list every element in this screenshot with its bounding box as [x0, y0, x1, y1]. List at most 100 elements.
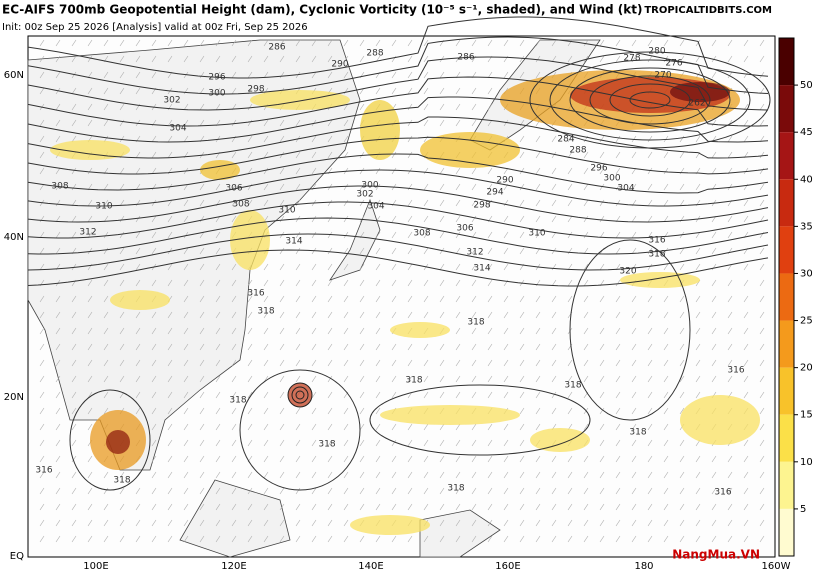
wind-barb — [295, 359, 301, 367]
wind-barb — [135, 311, 141, 319]
wind-barb — [183, 487, 189, 495]
wind-barb — [167, 135, 173, 143]
wind-barb — [695, 375, 701, 383]
wind-barb — [55, 167, 61, 175]
wind-barb — [71, 311, 77, 319]
wind-barb — [135, 391, 141, 399]
wind-barb — [583, 279, 589, 287]
wind-barb — [615, 455, 621, 463]
init-line: Init: 00z Sep 25 2026 [Analysis] valid a… — [2, 22, 308, 33]
wind-barb — [119, 167, 125, 175]
wind-barb — [183, 39, 189, 47]
wind-barb — [471, 391, 477, 399]
wind-barb — [487, 327, 493, 335]
wind-barb — [663, 503, 669, 511]
wind-barb — [455, 311, 461, 319]
wind-barb — [567, 247, 573, 255]
wind-barb — [663, 263, 669, 271]
wind-barb — [199, 327, 205, 335]
wind-barb — [311, 151, 317, 159]
wind-barb — [615, 311, 621, 319]
wind-barb — [599, 39, 605, 47]
wind-barb — [103, 487, 109, 495]
wind-barb — [615, 359, 621, 367]
wind-barb — [535, 135, 541, 143]
wind-barb — [375, 263, 381, 271]
contour-label: 300 — [603, 174, 620, 184]
wind-barb — [135, 519, 141, 527]
wind-barb — [615, 55, 621, 63]
colorbar-label: 10 — [800, 457, 813, 468]
wind-barb — [247, 135, 253, 143]
wind-barb — [535, 535, 541, 543]
wind-barb — [151, 247, 157, 255]
contour-label: 304 — [169, 124, 186, 134]
colorbar-frame — [778, 37, 795, 557]
wind-barb — [119, 279, 125, 287]
wind-barb — [503, 535, 509, 543]
wind-barb — [759, 327, 765, 335]
wind-barb — [551, 391, 557, 399]
wind-barb — [119, 471, 125, 479]
wind-barb — [759, 343, 765, 351]
wind-barb — [487, 359, 493, 367]
wind-barb — [183, 199, 189, 207]
wind-barb — [471, 103, 477, 111]
wind-barb — [327, 311, 333, 319]
wind-barb — [343, 455, 349, 463]
wind-barb — [695, 343, 701, 351]
wind-barb — [263, 487, 269, 495]
wind-barb — [359, 471, 365, 479]
wind-barb — [87, 343, 93, 351]
wind-barb — [359, 487, 365, 495]
wind-barb — [343, 183, 349, 191]
wind-barb — [663, 295, 669, 303]
wind-barb — [103, 471, 109, 479]
height-contour — [369, 384, 591, 456]
wind-barb — [311, 471, 317, 479]
wind-barb — [423, 391, 429, 399]
wind-barb — [71, 439, 77, 447]
wind-barb — [551, 327, 557, 335]
wind-barb — [327, 391, 333, 399]
wind-barb — [279, 423, 285, 431]
vorticity-shade — [680, 395, 760, 445]
wind-barb — [471, 311, 477, 319]
wind-barb — [407, 263, 413, 271]
wind-barb — [647, 135, 653, 143]
wind-barb — [71, 71, 77, 79]
wind-barb — [679, 295, 685, 303]
wind-barb — [247, 55, 253, 63]
wind-barb — [759, 359, 765, 367]
wind-barb — [55, 295, 61, 303]
wind-barb — [519, 535, 525, 543]
wind-barb — [599, 135, 605, 143]
wind-barb — [135, 279, 141, 287]
wind-barb — [759, 295, 765, 303]
wind-barb — [231, 487, 237, 495]
wind-barb — [215, 231, 221, 239]
wind-barb — [583, 263, 589, 271]
wind-barb — [711, 487, 717, 495]
wind-barb — [135, 39, 141, 47]
wind-barb — [583, 215, 589, 223]
wind-barb — [599, 327, 605, 335]
wind-barb — [199, 71, 205, 79]
wind-barb — [71, 39, 77, 47]
wind-barb — [391, 231, 397, 239]
wind-barb — [439, 471, 445, 479]
contour-label: 300 — [361, 181, 378, 191]
wind-barb — [759, 391, 765, 399]
wind-barb — [759, 55, 765, 63]
wind-barb — [711, 71, 717, 79]
low-contour — [549, 59, 751, 141]
wind-barb — [183, 103, 189, 111]
wind-barb — [743, 215, 749, 223]
wind-barb — [711, 263, 717, 271]
wind-barb — [199, 103, 205, 111]
wind-barb — [327, 199, 333, 207]
wind-barb — [535, 327, 541, 335]
wind-barb — [215, 39, 221, 47]
wind-barb — [551, 535, 557, 543]
wind-barb — [39, 55, 45, 63]
